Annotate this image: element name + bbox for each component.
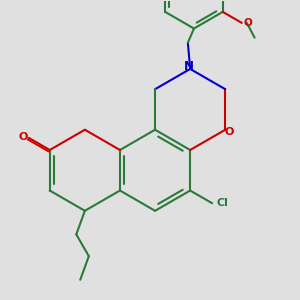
Text: Cl: Cl [216,198,228,208]
Text: O: O [19,132,28,142]
Text: O: O [243,18,252,28]
Text: N: N [184,60,194,73]
Text: O: O [225,128,234,137]
